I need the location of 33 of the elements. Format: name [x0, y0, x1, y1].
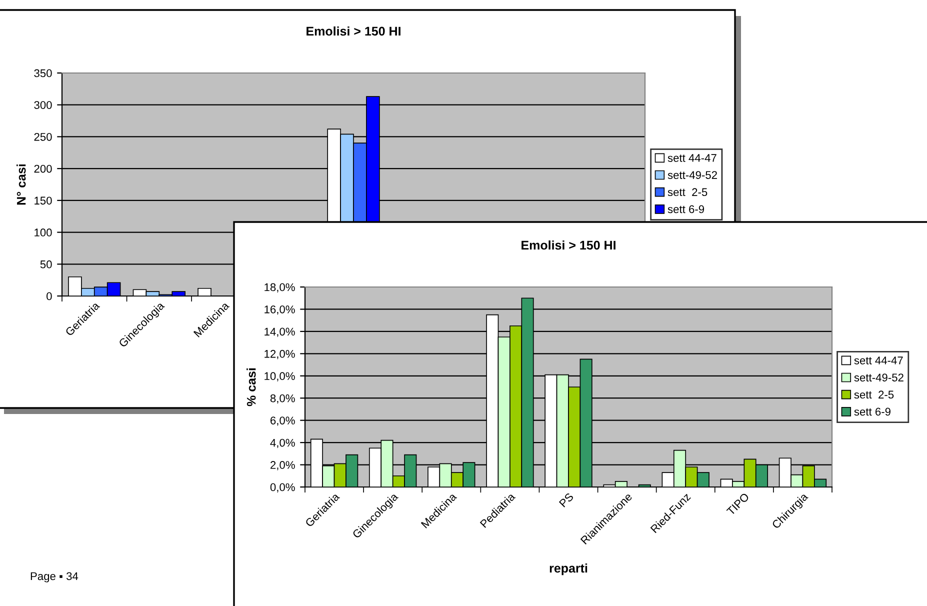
- legend-label: sett 6-9: [854, 408, 890, 416]
- legend-label: sett 44-47: [668, 154, 716, 162]
- y-tick-label: 8,0%: [270, 394, 295, 404]
- chart-title: Emolisi > 150 HI: [306, 26, 400, 36]
- text: Page ▪ 34: [30, 572, 78, 582]
- y-tick-label: 6,0%: [270, 416, 295, 426]
- y-tick-label: 0: [46, 292, 52, 300]
- y-tick-label: 200: [34, 164, 52, 173]
- x-tick-label: PS: [558, 492, 574, 508]
- y-tick-label: 300: [34, 101, 52, 109]
- y-tick-label: 10,0%: [264, 372, 295, 382]
- legend-label: sett 2-5: [668, 188, 708, 196]
- y-tick-label: 2,0%: [270, 461, 295, 470]
- y-tick-label: 0,0%: [270, 483, 295, 492]
- chart-title: Emolisi > 150 HI: [522, 240, 616, 250]
- y-tick-label: 350: [34, 69, 52, 78]
- y-tick-label: 16,0%: [264, 305, 295, 315]
- y-tick-label: 12,0%: [264, 350, 295, 360]
- legend-label: sett 2-5: [854, 390, 894, 399]
- legend-label: sett-49-52: [668, 171, 717, 179]
- y-axis-title: N° casi: [16, 164, 26, 205]
- y-tick-label: 50: [40, 260, 52, 268]
- y-tick-label: 150: [34, 196, 52, 205]
- y-axis-title: % casi: [246, 368, 256, 406]
- legend-label: sett-49-52: [854, 374, 904, 382]
- x-axis-title: reparti: [550, 563, 588, 576]
- y-tick-label: 18,0%: [264, 283, 295, 292]
- legend-label: sett 44-47: [854, 356, 903, 364]
- y-tick-label: 100: [34, 228, 52, 236]
- legend-label: sett 6-9: [668, 205, 704, 214]
- y-tick-label: 4,0%: [270, 438, 295, 448]
- y-tick-label: 14,0%: [264, 328, 295, 337]
- y-tick-label: 250: [34, 132, 52, 141]
